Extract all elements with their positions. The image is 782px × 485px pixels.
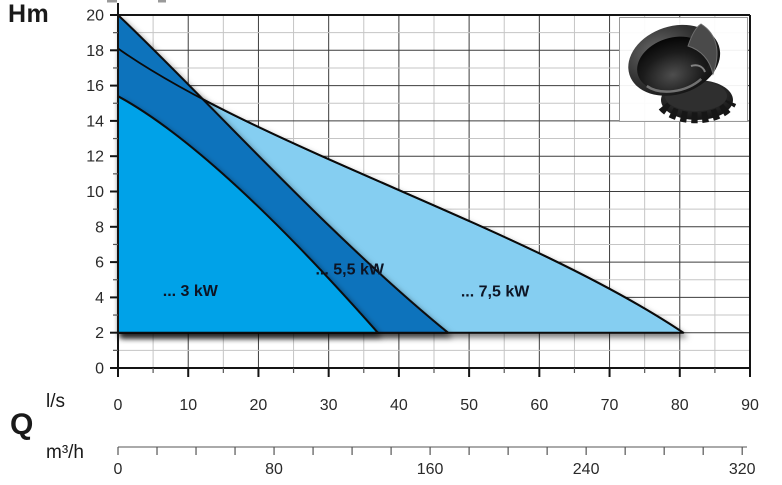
x-axis-title-ls: l/s (46, 391, 65, 412)
series-label-7.5kw: ... 7,5 kW (461, 284, 530, 301)
x-tick-label-30: 30 (320, 397, 338, 414)
power-regions (117, 14, 685, 334)
m3h-tick-label-0: 0 (114, 461, 123, 478)
x-tick-label-90: 90 (741, 397, 759, 414)
series-label-5.5kw: ... 5,5 kW (315, 262, 384, 279)
y-tick-label-18: 18 (86, 43, 104, 60)
secondary-axis-title-m3h: m³/h (46, 442, 84, 463)
power-region-3kw (117, 95, 379, 334)
impeller-photo-box (619, 17, 748, 124)
y-tick-label-8: 8 (95, 219, 104, 236)
vortex-impeller-image (628, 23, 737, 124)
curve-75kw-overstroke (117, 47, 684, 334)
m3h-tick-label-320: 320 (729, 461, 756, 478)
y-tick-label-2: 2 (95, 325, 104, 342)
m3h-tick-label-240: 240 (573, 461, 600, 478)
x-tick-label-0: 0 (114, 397, 123, 414)
y-tick-label-6: 6 (95, 255, 104, 272)
series-labels: ... 7,5 kW ... 5,5 kW ... 3 kW (163, 262, 530, 301)
y-tick-label-4: 4 (95, 290, 104, 307)
x-tick-label-40: 40 (390, 397, 408, 414)
tick-labels: 0 2 4 6 8 10 12 14 16 18 20 0 10 20 30 40 50 60 70 80 90 0 80 1… (86, 8, 759, 479)
x-tick-label-70: 70 (601, 397, 619, 414)
y-tick-label-16: 16 (86, 78, 104, 95)
axes (107, 0, 751, 455)
m3h-tick-label-80: 80 (265, 461, 283, 478)
x-tick-label-50: 50 (460, 397, 478, 414)
y-axis-title: Hm (8, 0, 50, 28)
flow-symbol-q: Q (10, 408, 34, 441)
x-tick-label-60: 60 (530, 397, 548, 414)
y-tick-label-10: 10 (86, 184, 104, 201)
y-tick-label-20: 20 (86, 8, 104, 25)
m3h-tick-label-160: 160 (417, 461, 444, 478)
x-tick-label-80: 80 (671, 397, 689, 414)
y-tick-label-0: 0 (95, 361, 104, 378)
y-tick-label-12: 12 (86, 149, 104, 166)
x-tick-label-20: 20 (250, 397, 268, 414)
y-tick-label-14: 14 (86, 113, 104, 130)
series-label-3kw: ... 3 kW (163, 283, 219, 300)
x-tick-label-10: 10 (179, 397, 197, 414)
